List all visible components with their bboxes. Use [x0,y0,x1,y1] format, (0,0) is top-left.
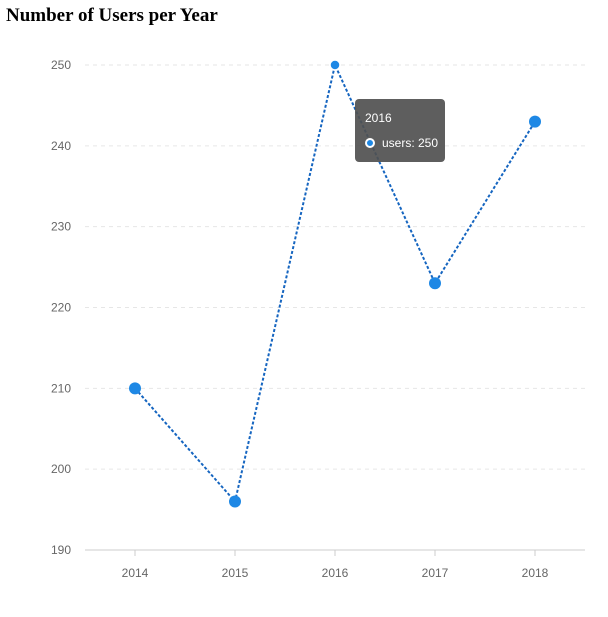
y-tick-label: 190 [51,543,71,557]
series-users [129,59,541,508]
series-line [134,61,536,504]
tooltip-value-label: users: 250 [382,136,439,150]
y-tick-label: 240 [51,139,71,153]
data-point[interactable] [129,382,141,395]
data-point[interactable] [529,115,541,128]
data-point-active[interactable] [329,59,341,71]
chart-title: Number of Users per Year [6,5,218,26]
y-tick-label: 210 [51,381,71,395]
x-tick-label: 2018 [522,566,549,580]
x-tick-label: 2017 [422,566,449,580]
tooltip-series-marker [365,138,375,148]
y-tick-label: 220 [51,301,71,315]
grid-lines [85,64,585,470]
axes: 190 200 210 220 230 240 250 2014 2015 2016 2017 201… [51,58,585,580]
x-tick-label: 2014 [122,566,149,580]
y-tick-label: 200 [51,462,71,476]
x-tick-label: 2016 [322,566,349,580]
tooltip: 2016 users: 250 [355,99,445,162]
data-point[interactable] [429,277,441,290]
y-tick-label: 250 [51,58,71,72]
tooltip-title: 2016 [365,111,392,125]
x-tick-label: 2015 [222,566,249,580]
data-point[interactable] [229,495,241,508]
y-tick-label: 230 [51,220,71,234]
